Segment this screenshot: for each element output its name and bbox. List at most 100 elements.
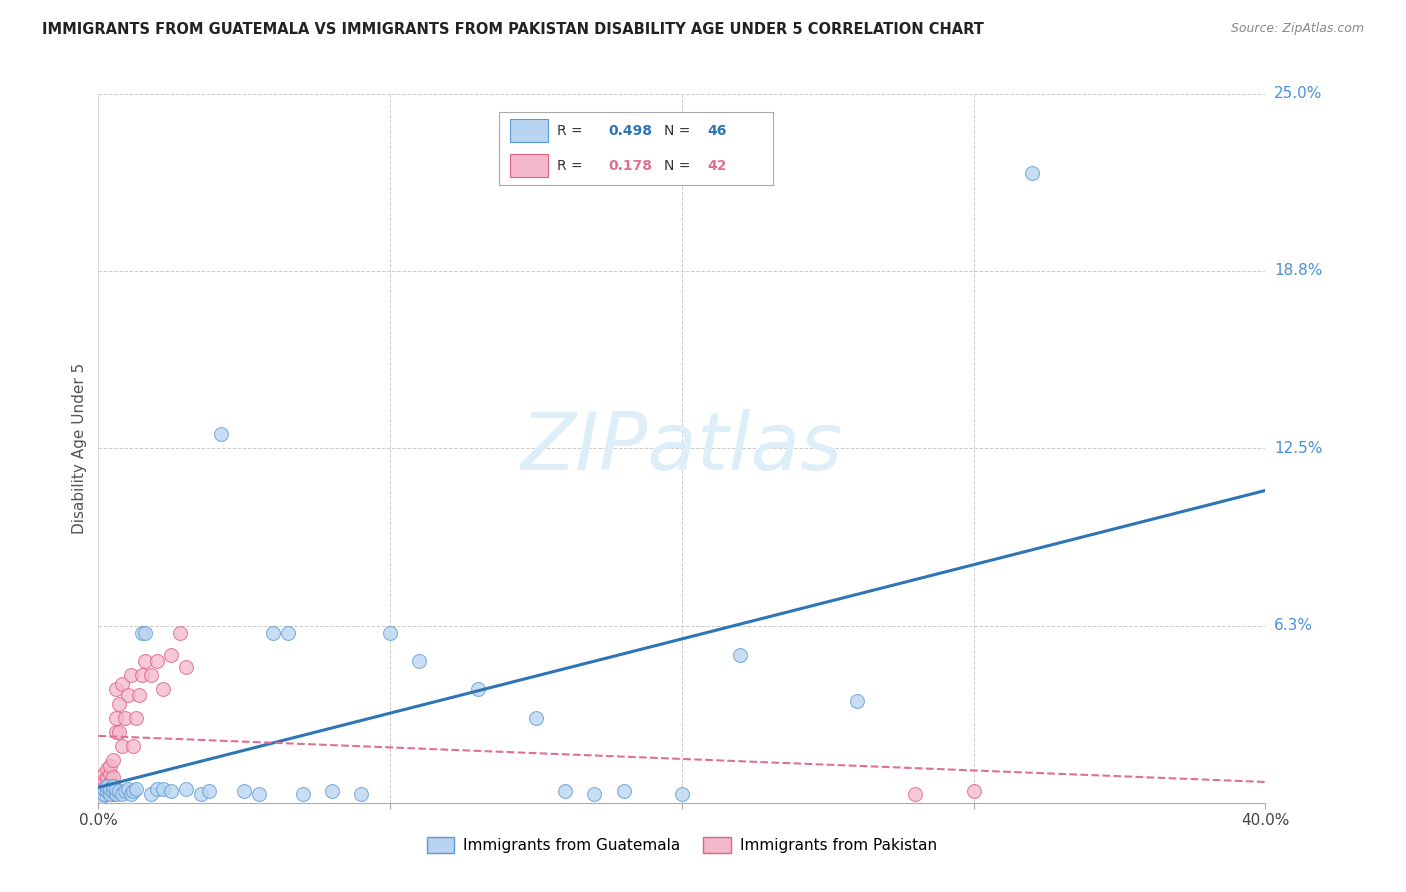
Text: R =: R = (557, 159, 586, 173)
Text: IMMIGRANTS FROM GUATEMALA VS IMMIGRANTS FROM PAKISTAN DISABILITY AGE UNDER 5 COR: IMMIGRANTS FROM GUATEMALA VS IMMIGRANTS … (42, 22, 984, 37)
Point (117, 781, 139, 796)
Point (152, 781, 174, 796)
Text: 0.178: 0.178 (609, 159, 652, 173)
Point (101, 779, 124, 793)
Point (114, 784, 136, 798)
Point (671, 787, 693, 801)
Point (96, 779, 118, 793)
Point (96, 784, 118, 798)
Point (98, 776, 121, 790)
Point (174, 659, 197, 673)
Point (101, 787, 124, 801)
Point (152, 682, 174, 697)
Point (93, 787, 115, 801)
Point (174, 781, 197, 796)
Point (111, 787, 134, 801)
Point (169, 625, 191, 640)
Point (96, 784, 118, 798)
Point (96, 762, 118, 776)
Point (122, 739, 145, 753)
Point (98, 781, 121, 796)
Point (125, 781, 148, 796)
Bar (510, 154, 548, 178)
Point (101, 779, 124, 793)
Point (467, 682, 489, 697)
Point (160, 648, 183, 663)
Point (247, 787, 270, 801)
Point (104, 781, 127, 796)
Point (128, 688, 150, 702)
Point (262, 625, 284, 640)
Point (98, 767, 121, 781)
Point (291, 787, 314, 801)
Text: Source: ZipAtlas.com: Source: ZipAtlas.com (1230, 22, 1364, 36)
Point (104, 787, 127, 801)
Point (125, 711, 148, 725)
Text: 42: 42 (707, 159, 727, 173)
Text: 6.3%: 6.3% (1274, 618, 1313, 633)
Point (96, 770, 118, 784)
Point (120, 668, 142, 682)
Point (209, 427, 232, 442)
Point (101, 784, 124, 798)
Point (98, 781, 121, 796)
Point (111, 739, 134, 753)
Point (524, 711, 547, 725)
Legend: Immigrants from Guatemala, Immigrants from Pakistan: Immigrants from Guatemala, Immigrants fr… (420, 830, 943, 859)
Point (117, 688, 139, 702)
Point (846, 694, 869, 708)
Text: 12.5%: 12.5% (1274, 441, 1323, 456)
Point (233, 784, 256, 798)
Point (198, 784, 221, 798)
Point (93, 787, 115, 801)
Point (730, 648, 752, 663)
Point (160, 784, 183, 798)
Bar (510, 119, 548, 142)
Y-axis label: Disability Age Under 5: Disability Age Under 5 (72, 363, 87, 533)
Point (90, 790, 112, 805)
Text: 25.0%: 25.0% (1274, 87, 1323, 101)
Point (114, 711, 136, 725)
Point (104, 682, 127, 697)
Point (111, 676, 134, 690)
Point (98, 759, 121, 773)
Point (98, 787, 121, 801)
Point (134, 654, 156, 668)
Point (101, 753, 124, 767)
Point (190, 787, 212, 801)
Point (321, 784, 343, 798)
Point (90, 784, 112, 798)
Text: 0.498: 0.498 (609, 123, 652, 137)
Point (93, 767, 115, 781)
Point (131, 668, 153, 682)
Point (90, 776, 112, 790)
Point (108, 784, 131, 798)
Point (96, 779, 118, 793)
Point (146, 654, 169, 668)
Point (904, 787, 927, 801)
Point (122, 784, 145, 798)
Point (104, 724, 127, 739)
Point (277, 625, 299, 640)
Point (104, 711, 127, 725)
Text: N =: N = (664, 123, 695, 137)
Text: R =: R = (557, 123, 586, 137)
Point (120, 787, 142, 801)
Text: N =: N = (664, 159, 695, 173)
Point (380, 625, 402, 640)
Point (962, 784, 984, 798)
Point (108, 724, 131, 739)
Point (131, 625, 153, 640)
Point (90, 790, 112, 805)
Point (134, 625, 156, 640)
Text: 46: 46 (707, 123, 727, 137)
Point (101, 770, 124, 784)
Point (93, 781, 115, 796)
Point (1021, 166, 1043, 180)
Text: ZIPatlas: ZIPatlas (520, 409, 844, 487)
Point (93, 781, 115, 796)
Point (350, 787, 373, 801)
Point (612, 784, 634, 798)
Point (93, 773, 115, 788)
Point (108, 697, 131, 711)
